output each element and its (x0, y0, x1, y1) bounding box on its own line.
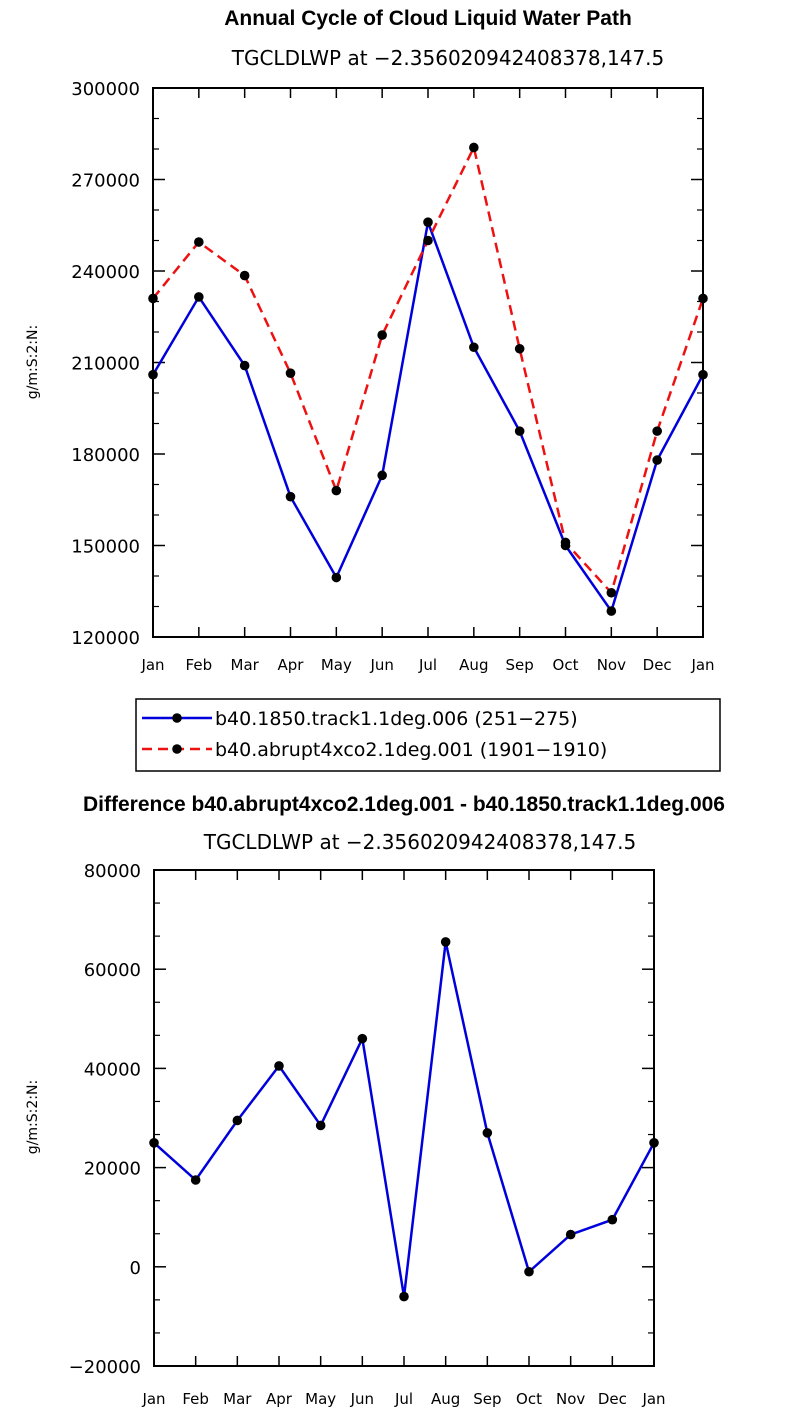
x-tick-label: Feb (186, 656, 213, 674)
legend-label-1: b40.abrupt4xco2.1deg.001 (1901−1910) (215, 739, 607, 761)
series-1-point (652, 426, 662, 436)
y-tick-label: 40000 (84, 1059, 141, 1080)
x-tick-label: Jan (641, 1390, 665, 1408)
difference-chart: Difference b40.abrupt4xco2.1deg.001 - b4… (25, 793, 725, 1408)
y-tick-label: 270000 (71, 171, 140, 192)
y-tick-label: −20000 (69, 1357, 141, 1378)
legend-marker-0 (172, 713, 182, 723)
chart2-series (149, 937, 659, 1302)
chart2-y-tick-labels: −20000 0 20000 40000 60000 80000 (69, 861, 141, 1378)
y-tick-label: 150000 (71, 537, 140, 558)
x-tick-label: Aug (459, 656, 488, 674)
chart1-legend: b40.1850.track1.1deg.006 (251−275) b40.ab… (135, 698, 721, 772)
series-1-point (331, 485, 342, 496)
series-1-point (514, 343, 525, 354)
chart1-subtitle: TGCLDLWP at −2.356020942408378,147.5 (231, 46, 665, 70)
x-tick-label: Oct (516, 1390, 542, 1408)
chart1-frame (152, 87, 704, 638)
x-tick-label: Mar (223, 1390, 252, 1408)
x-tick-label: May (305, 1390, 336, 1408)
series-1-point (560, 537, 571, 548)
series-0-point (514, 426, 525, 436)
y-tick-label: 60000 (84, 960, 141, 981)
x-tick-label: Jul (394, 1390, 413, 1408)
series-1-point (469, 142, 479, 153)
chart1-title: Annual Cycle of Cloud Liquid Water Path (224, 7, 632, 30)
series-0-point (482, 1128, 493, 1138)
series-1-point (239, 270, 250, 281)
chart2-x-tick-labels: Jan Feb Mar Apr May Jun Jul Aug Sep Oct Nov Dec Jan (141, 1390, 665, 1408)
series-0-point (315, 1120, 326, 1131)
chart1-y-tick-labels: 120000 150000 180000 210000 240000 270000 3000… (71, 79, 140, 649)
x-tick-label: Apr (278, 656, 305, 674)
x-tick-label: Jan (141, 1390, 165, 1408)
series-0-point (232, 1115, 243, 1126)
y-tick-label: 0 (130, 1258, 141, 1279)
y-tick-label: 210000 (71, 354, 140, 375)
x-tick-label: Sep (506, 656, 534, 674)
x-tick-label: Jun (369, 656, 393, 674)
series-line-0 (153, 941, 656, 1297)
y-tick-label: 120000 (71, 628, 140, 649)
series-0-point (469, 342, 479, 353)
series-line-1 (152, 143, 705, 596)
series-1-point (377, 330, 387, 340)
x-tick-label: Jun (350, 1390, 374, 1408)
y-tick-label: 80000 (84, 861, 141, 882)
series-0-point (399, 1291, 409, 1302)
x-tick-label: Jan (690, 656, 714, 674)
series-1-point (606, 587, 617, 598)
y-tick-label: 180000 (71, 445, 140, 466)
x-tick-label: Oct (553, 656, 579, 674)
series-0-point (652, 455, 662, 465)
y-tick-label: 240000 (71, 262, 140, 283)
series-0-point (607, 1214, 618, 1225)
series-0-point (440, 937, 451, 947)
series-line-0 (151, 217, 705, 614)
series-0-point (565, 1229, 576, 1240)
series-1-point (194, 237, 204, 247)
x-tick-label: Nov (556, 1390, 585, 1408)
legend-label-0: b40.1850.track1.1deg.006 (251−275) (215, 708, 578, 730)
x-tick-label: Feb (182, 1390, 209, 1408)
chart2-title: Difference b40.abrupt4xco2.1deg.001 - b4… (83, 793, 725, 816)
series-0-point (524, 1266, 534, 1277)
legend-marker-1 (172, 744, 182, 754)
series-0-point (357, 1033, 368, 1044)
series-0-point (274, 1061, 284, 1071)
series-0-point (377, 470, 387, 481)
y-tick-label: 20000 (84, 1159, 141, 1180)
chart1-ticks (152, 87, 704, 638)
series-0-point (190, 1175, 201, 1185)
series-0-point (331, 572, 342, 583)
x-tick-label: Aug (431, 1390, 460, 1408)
x-tick-label: Mar (231, 656, 260, 674)
x-tick-label: Apr (266, 1390, 293, 1408)
series-0-point (194, 292, 204, 302)
series-1-point (423, 235, 433, 246)
chart1-series (148, 142, 708, 616)
series-0-point (239, 360, 250, 371)
x-tick-label: Jan (140, 656, 164, 674)
legend-box (135, 698, 721, 772)
series-0-point (606, 606, 617, 616)
series-0-point (285, 491, 296, 502)
chart2-ylabel: g/m:S:2:N: (25, 1080, 41, 1154)
chart1-x-tick-labels: Jan Feb Mar Apr May Jun Jul Aug Sep Oct Nov Dec Jan (140, 656, 714, 674)
x-tick-label: Jul (418, 656, 437, 674)
x-tick-label: May (321, 656, 352, 674)
chart2-frame (153, 869, 655, 1367)
annual-cycle-chart: Annual Cycle of Cloud Liquid Water Path … (25, 7, 721, 772)
x-tick-label: Nov (597, 656, 626, 674)
x-tick-label: Dec (598, 1390, 627, 1408)
x-tick-label: Sep (473, 1390, 501, 1408)
series-0-point (423, 217, 433, 227)
series-1-point (285, 368, 296, 378)
y-tick-label: 300000 (71, 79, 140, 100)
chart1-ylabel: g/m:S:2:N: (25, 325, 41, 399)
x-tick-label: Dec (643, 656, 672, 674)
chart2-subtitle: TGCLDLWP at −2.356020942408378,147.5 (203, 830, 637, 854)
